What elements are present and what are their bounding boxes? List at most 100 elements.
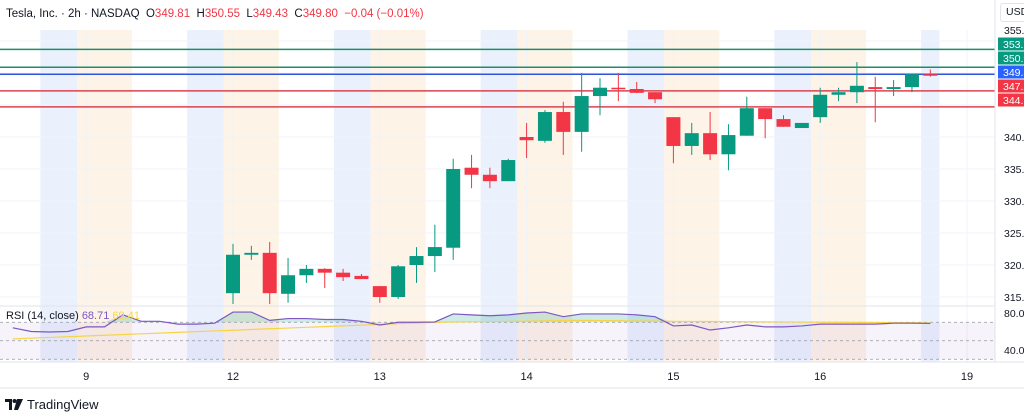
rsi-title: RSI (14, close) (6, 310, 79, 322)
candle-body (226, 254, 240, 294)
rsi-ma-line (12, 319, 931, 340)
candle-body (556, 112, 571, 132)
time-axis-label: 13 (374, 371, 386, 383)
footer: TradingView (5, 397, 99, 412)
candle (831, 87, 846, 102)
rsi-overbought-fill (12, 312, 931, 323)
candle-body (904, 74, 919, 88)
candle (299, 265, 314, 283)
candle-body (703, 133, 718, 155)
candle-body (831, 92, 846, 95)
session-band (370, 30, 426, 362)
candle-body (317, 268, 332, 273)
candle-body (537, 112, 552, 141)
rsi-axis-label: 40.00 (1004, 345, 1024, 357)
candle (336, 268, 351, 281)
candle (354, 273, 369, 280)
candle-body (758, 108, 773, 120)
price-level-tag-label: 349.80 (1003, 67, 1024, 79)
candle (611, 73, 626, 102)
premarket-band (480, 30, 518, 362)
candle-body (519, 137, 534, 141)
candle-body (427, 247, 442, 257)
symbol-title: Tesla, Inc. · 2h · NASDAQ (6, 8, 140, 20)
candle-body (372, 286, 387, 297)
price-axis-label: 355.00 (1004, 25, 1024, 37)
candle-body (776, 119, 791, 127)
low-label: L (246, 8, 253, 20)
candle-body (262, 252, 277, 294)
candle (923, 69, 938, 77)
price-axis-label: 320.00 (1004, 260, 1024, 272)
candle-body (739, 108, 754, 136)
high-label: H (196, 8, 205, 20)
candle (813, 87, 828, 123)
candle (648, 92, 663, 104)
rsi-ma-value: 69.41 (112, 310, 140, 322)
candle (703, 112, 718, 161)
close-label: C (294, 8, 303, 20)
price-level-tag[interactable] (998, 65, 1024, 79)
time-axis-label: 15 (667, 371, 679, 383)
price-level-tag[interactable] (998, 93, 1024, 107)
price-level-tag[interactable] (998, 37, 1024, 51)
price-axis[interactable]: 355.00 340.00 335.00 330.00 325.00 320.00 315.… (994, 0, 1024, 362)
session-band (811, 30, 867, 362)
candle (886, 80, 901, 97)
price-level-tag-label: 347.20 (1003, 81, 1024, 93)
candle-body (721, 135, 736, 155)
candle (482, 167, 497, 189)
candle-body (813, 94, 828, 118)
rsi-pane (0, 311, 995, 360)
premarket-band (627, 30, 665, 362)
price-level-tag[interactable] (998, 51, 1024, 65)
candle (372, 286, 387, 303)
horizontal-levels[interactable] (0, 48, 995, 108)
candle-body (446, 169, 461, 248)
candle-body (923, 74, 938, 76)
time-axis-label: 16 (814, 371, 826, 383)
candle-body (336, 272, 351, 278)
candle-body (794, 122, 809, 129)
candle (574, 73, 589, 152)
premarket-band (40, 30, 77, 362)
candle-body (666, 117, 681, 146)
candle-body (482, 174, 497, 182)
candle (739, 96, 754, 136)
tradingview-logo-icon (5, 399, 23, 410)
candle-body (574, 96, 589, 132)
high-value: 350.55 (204, 8, 240, 20)
rsi-value: 68.71 (81, 310, 110, 322)
time-axis[interactable]: 9 12 13 14 15 16 19 (0, 361, 1024, 389)
candlestick-series (226, 62, 938, 305)
candle (868, 76, 883, 123)
candle (501, 158, 516, 182)
price-axis-label: 330.00 (1004, 196, 1024, 208)
time-axis-label: 12 (227, 371, 239, 383)
candle-body (299, 268, 314, 276)
candle (721, 124, 736, 171)
candle-body (849, 85, 864, 93)
premarket-band (187, 30, 224, 362)
candle (226, 243, 240, 305)
candle (446, 158, 461, 260)
candle (317, 268, 332, 289)
session-bands (40, 30, 940, 362)
currency-button[interactable]: USD (1000, 3, 1024, 22)
open-label: O (145, 8, 155, 20)
price-level-tag[interactable] (998, 79, 1024, 93)
rsi-axis-label: 80.00 (1004, 308, 1024, 320)
price-level-tag-label: 344.70 (1003, 95, 1024, 107)
grid-lines (0, 30, 995, 362)
candle (758, 108, 773, 139)
rsi-legend: RSI (14, close) 68.71 69.41 (6, 310, 140, 322)
candle-body (886, 87, 901, 89)
candle-body (684, 133, 699, 146)
candle (427, 224, 442, 273)
candle-body (244, 252, 259, 255)
price-axis-label: 340.00 (1004, 132, 1024, 144)
candle (391, 265, 406, 299)
change-value: −0.04 (−0.01%) (344, 8, 424, 20)
low-value: 349.43 (252, 8, 288, 20)
